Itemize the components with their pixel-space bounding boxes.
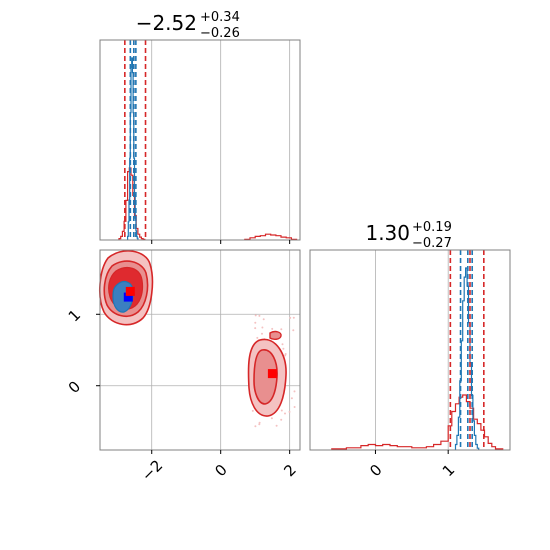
scatter-point [292, 316, 295, 319]
scatter-point [284, 354, 287, 357]
hist-x-blue [127, 57, 139, 240]
contour-xtick-label-1: 0 [211, 461, 230, 480]
scatter-point [270, 417, 273, 420]
hist-y-title: 1.30 +0.19 −0.27 [365, 220, 451, 251]
hist-x-title-value: −2.52 [136, 11, 197, 35]
scatter-point [254, 314, 257, 317]
contour-frame [99, 249, 301, 451]
hist-x-red-secondary [244, 233, 298, 240]
scatter-point [271, 327, 274, 330]
scatter-point [261, 326, 264, 329]
hist-y-xtick-label-0: 0 [366, 461, 385, 480]
scatter-point [288, 410, 291, 413]
contour-cluster-right [247, 330, 287, 417]
hist-panel-y: 0 1 1.30 +0.19 −0.27 [309, 220, 511, 480]
scatter-point [254, 327, 257, 330]
scatter-point [284, 412, 286, 415]
hist-x-title-upper: +0.34 [200, 10, 240, 25]
contour-ytick-label-0: 0 [65, 377, 84, 396]
contour-xtick-label-0: −2 [138, 456, 166, 484]
scatter-point [281, 343, 284, 346]
hist-x-red-main [118, 167, 146, 240]
hist-y-xtick-label-1: 1 [439, 461, 458, 480]
contour-blob-right [269, 330, 282, 341]
hist-x-title-lower: −0.26 [200, 26, 240, 41]
hist-y-frame [309, 249, 511, 451]
hist-y-title-lower: −0.27 [412, 236, 452, 251]
scatter-point [293, 390, 296, 393]
scatter-point [280, 409, 283, 412]
scatter-point [256, 336, 259, 339]
scatter-point [280, 418, 283, 421]
scatter-point [290, 397, 293, 400]
marker-blue-0 [123, 292, 133, 302]
scatter-point [292, 329, 295, 332]
scatter-point [254, 321, 257, 324]
hist-x-title: −2.52 +0.34 −0.26 [136, 10, 240, 41]
scatter-point [251, 409, 254, 412]
hist-x-frame [99, 39, 301, 241]
scatter-point [275, 424, 278, 427]
hist-panel-x: −2.52 +0.34 −0.26 [99, 10, 301, 244]
marker-red-2 [267, 369, 277, 379]
scatter-point [258, 423, 261, 426]
contour-ytick-label-1: 1 [65, 306, 84, 325]
scatter-point [293, 406, 296, 408]
contour-xtick-label-2: 2 [280, 461, 299, 480]
contour-panel: −2 0 2 0 1 [65, 249, 301, 485]
marker-red-1 [125, 286, 135, 296]
hist-y-red [331, 394, 504, 450]
scatter-point [258, 314, 261, 317]
contour-mid-right [253, 349, 278, 405]
hist-y-title-upper: +0.19 [412, 220, 452, 235]
scatter-point [261, 332, 263, 335]
scatter-point [254, 425, 257, 428]
scatter-point [262, 318, 265, 321]
scatter-point [289, 316, 292, 319]
scatter-point [282, 347, 285, 350]
hist-y-title-value: 1.30 [365, 221, 410, 245]
scatter-point [258, 421, 261, 424]
scatter-point [280, 328, 283, 331]
